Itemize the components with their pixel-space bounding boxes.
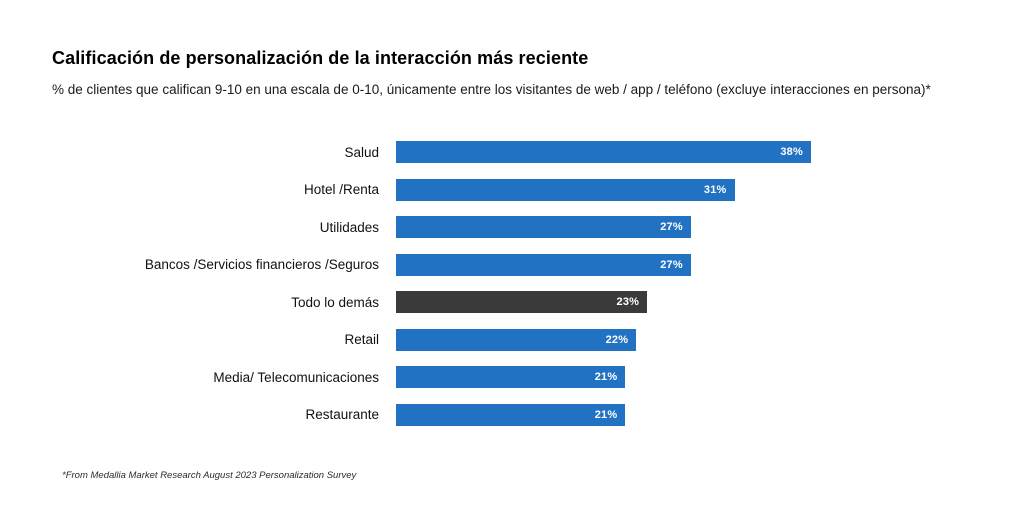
bar-chart: Salud 38% Hotel /Renta 31% Utilidades 27… <box>52 141 982 441</box>
bar-value-label: 31% <box>703 183 727 196</box>
bar: 38% <box>396 141 811 163</box>
chart-title: Calificación de personalización de la in… <box>52 48 589 68</box>
category-label: Todo lo demás <box>291 294 379 310</box>
bar: 27% <box>396 253 691 276</box>
bar-row: Utilidades 27% <box>52 216 982 238</box>
category-label: Media/ Telecomunicaciones <box>213 369 379 385</box>
bar-track: 38% <box>396 141 826 163</box>
source-footnote: *From Medallia Market Research August 20… <box>62 470 357 481</box>
chart-header: Calificación de personalización de la in… <box>52 48 992 97</box>
bar-value-label: 23% <box>616 296 640 308</box>
bar-track: 27% <box>396 253 826 276</box>
bar-track: 22% <box>396 328 826 351</box>
bar: 31% <box>396 178 735 201</box>
bar-track: 21% <box>396 366 826 388</box>
bar-row: Restaurante 21% <box>52 403 982 426</box>
bar-track: 27% <box>396 216 826 238</box>
bar-row: Todo lo demás 23% <box>52 291 982 313</box>
bar: 27% <box>396 216 691 238</box>
bar-value-label: 21% <box>594 408 618 421</box>
bar-value-label: 38% <box>780 146 803 158</box>
bar: 22% <box>396 328 637 351</box>
bar-row: Retail 22% <box>52 328 982 351</box>
bar: 21% <box>396 403 626 426</box>
category-label: Hotel /Renta <box>303 182 379 197</box>
bar: 21% <box>396 366 626 388</box>
bar-track: 21% <box>396 403 826 426</box>
category-label: Bancos /Servicios financieros /Seguros <box>144 257 379 272</box>
category-label: Retail <box>344 332 379 347</box>
category-label: Restaurante <box>305 407 379 422</box>
bar-track: 31% <box>396 178 826 201</box>
bar: 23% <box>396 291 648 313</box>
bar-value-label: 27% <box>660 258 683 271</box>
bar-row: Bancos /Servicios financieros /Seguros 2… <box>52 253 982 276</box>
chart-subtitle: % de clientes que califican 9-10 en una … <box>52 82 931 97</box>
category-label: Utilidades <box>319 219 379 235</box>
category-label: Salud <box>344 144 379 160</box>
bar-value-label: 22% <box>605 333 629 346</box>
bar-row: Salud 38% <box>52 141 982 163</box>
bar-row: Hotel /Renta 31% <box>52 178 982 201</box>
bar-value-label: 27% <box>660 221 683 233</box>
bar-track: 23% <box>396 291 826 313</box>
bar-value-label: 21% <box>594 371 618 383</box>
bar-row: Media/ Telecomunicaciones 21% <box>52 366 982 388</box>
